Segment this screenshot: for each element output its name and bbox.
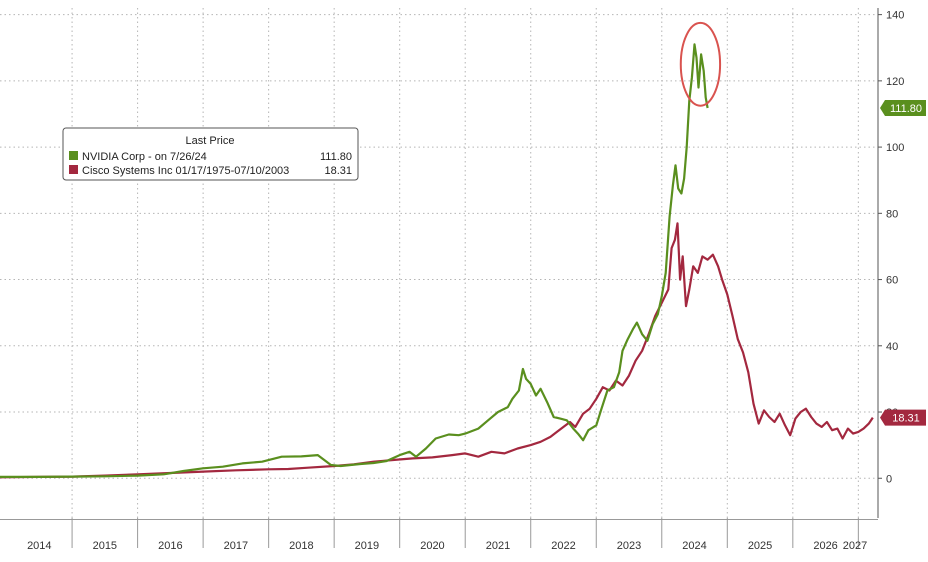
- x-tick-label: 2020: [420, 540, 444, 552]
- series-layer: [0, 43, 874, 479]
- legend-label-cisco: Cisco Systems Inc 01/17/1975-07/10/2003: [82, 165, 289, 177]
- badge-label: 111.80: [890, 103, 922, 115]
- axes: [0, 8, 879, 520]
- y-tick-label: 140: [886, 10, 904, 22]
- x-tick-label: 2018: [289, 540, 313, 552]
- x-tick-label: 2015: [93, 540, 117, 552]
- x-tick-label: 2019: [355, 540, 379, 552]
- peak-highlight-circle: [679, 21, 722, 107]
- y-tick-label: 120: [886, 76, 904, 88]
- badge-shape: [880, 100, 926, 117]
- y-tick-label: 80: [886, 208, 898, 220]
- x-tick-label: 2024: [682, 540, 706, 552]
- y-tick-label: 100: [886, 142, 904, 154]
- y-tick-label: 60: [886, 275, 898, 287]
- legend-label-nvidia: NVIDIA Corp - on 7/26/24: [82, 151, 207, 163]
- legend-box: [62, 127, 359, 181]
- annotation-layer: [679, 21, 722, 107]
- x-tick-label: 2026: [813, 540, 837, 552]
- last-value-badge-nvidia: 111.80: [880, 100, 926, 117]
- legend-swatch-cisco: [69, 165, 78, 174]
- last-value-badge-cisco: 18.31: [880, 409, 926, 426]
- y-tick-label: 0: [886, 473, 892, 485]
- legend-value-cisco: 18.31: [324, 165, 352, 177]
- series-line-nvidia: [0, 43, 709, 478]
- last-value-badges: 111.80 18.31: [880, 100, 926, 426]
- legend-value-nvidia: 111.80: [320, 151, 352, 163]
- x-tick-label: 2023: [617, 540, 641, 552]
- x-tick-label: 2027: [843, 540, 867, 552]
- series-line-cisco: [0, 222, 874, 479]
- x-tick-label: 2016: [158, 540, 182, 552]
- legend-title: Last Price: [186, 135, 235, 147]
- x-tick-label: 2014: [27, 540, 51, 552]
- gridlines: [0, 8, 878, 518]
- x-tick-label: 2021: [486, 540, 510, 552]
- x-tick-label: 2017: [224, 540, 248, 552]
- x-tick-label: 2022: [551, 540, 575, 552]
- badge-label: 18.31: [892, 413, 920, 425]
- legend: Last Price NVIDIA Corp - on 7/26/24 111.…: [62, 127, 359, 181]
- x-axis-ticks: 2014 2015 2016 2017 2018 2019 2020 2021 2022 2023…: [27, 518, 867, 552]
- legend-swatch-nvidia: [69, 151, 78, 160]
- y-tick-label: 40: [886, 341, 898, 353]
- badge-shape: [880, 409, 926, 426]
- x-tick-label: 2025: [748, 540, 772, 552]
